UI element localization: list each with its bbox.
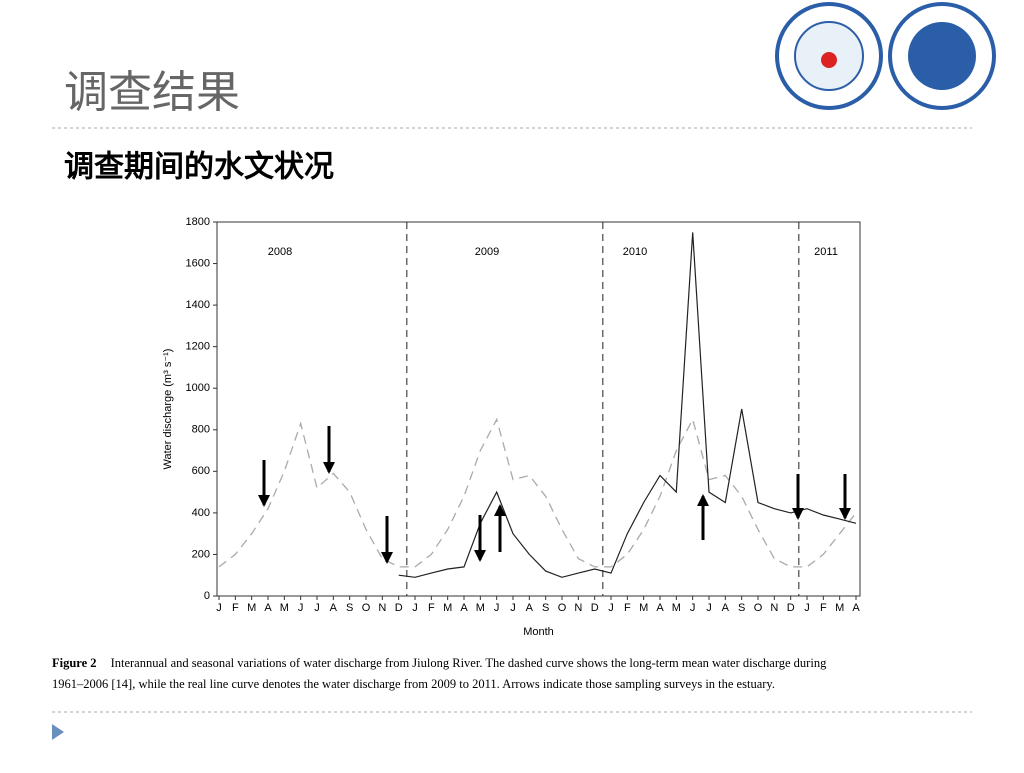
bullet xyxy=(52,724,64,740)
y-tick-label: 0 xyxy=(204,590,210,602)
year-label: 2010 xyxy=(623,246,647,258)
x-tick-label: A xyxy=(330,602,338,614)
y-axis-label: Water discharge (m³ s⁻¹) xyxy=(162,349,174,470)
survey-arrow-head xyxy=(839,508,851,520)
x-tick-label: F xyxy=(624,602,631,614)
y-tick-label: 1800 xyxy=(186,216,210,228)
x-tick-label: M xyxy=(280,602,289,614)
caption-text: Interannual and seasonal variations of w… xyxy=(111,656,828,670)
x-tick-label: A xyxy=(526,602,534,614)
slide-subtitle: 调查期间的水文状况 xyxy=(64,150,334,185)
x-tick-label: N xyxy=(770,602,778,614)
plot-frame xyxy=(216,221,861,597)
x-tick-label: M xyxy=(247,602,256,614)
x-tick-label: O xyxy=(362,602,371,614)
y-tick-label: 1600 xyxy=(186,257,210,269)
survey-arrow-head xyxy=(323,462,335,474)
x-tick-label: J xyxy=(216,602,222,614)
year-label: 2008 xyxy=(268,246,292,258)
x-tick-label: M xyxy=(476,602,485,614)
x-tick-label: A xyxy=(656,602,664,614)
survey-arrow-head xyxy=(697,494,709,506)
x-tick-label: J xyxy=(608,602,614,614)
caption-text: 1961–2006 [14], while the real line curv… xyxy=(52,677,775,691)
x-tick-label: D xyxy=(787,602,795,614)
x-tick-label: D xyxy=(395,602,403,614)
x-tick-label: A xyxy=(722,602,730,614)
survey-arrow-head xyxy=(792,508,804,520)
x-tick-label: S xyxy=(542,602,549,614)
survey-arrow-head xyxy=(381,552,393,564)
x-tick-label: J xyxy=(298,602,304,614)
y-tick-label: 1000 xyxy=(186,382,210,394)
x-tick-label: J xyxy=(706,602,712,614)
x-tick-label: J xyxy=(494,602,500,614)
x-tick-label: O xyxy=(558,602,567,614)
x-tick-label: J xyxy=(412,602,418,614)
x-tick-label: N xyxy=(574,602,582,614)
y-tick-label: 800 xyxy=(192,424,210,436)
y-tick-label: 400 xyxy=(192,507,210,519)
x-tick-label: S xyxy=(346,602,353,614)
survey-arrow-head xyxy=(474,550,486,562)
slide-title: 调查结果 xyxy=(64,67,240,118)
x-tick-label: J xyxy=(314,602,320,614)
caption: Figure 2 Interannual and seasonal variati… xyxy=(52,656,827,670)
x-tick-label: S xyxy=(738,602,745,614)
series-line xyxy=(398,232,857,578)
x-tick-label: N xyxy=(378,602,386,614)
x-tick-label: F xyxy=(820,602,827,614)
x-tick-label: A xyxy=(264,602,272,614)
y-tick-label: 600 xyxy=(192,465,210,477)
x-tick-label: M xyxy=(443,602,452,614)
series-line xyxy=(218,417,857,568)
x-tick-label: J xyxy=(510,602,516,614)
x-tick-label: A xyxy=(852,602,860,614)
x-tick-label: A xyxy=(460,602,468,614)
x-tick-label: D xyxy=(591,602,599,614)
x-tick-label: M xyxy=(835,602,844,614)
year-label: 2009 xyxy=(475,246,499,258)
y-tick-label: 1200 xyxy=(186,341,210,353)
y-tick-label: 1400 xyxy=(186,299,210,311)
x-tick-label: F xyxy=(428,602,435,614)
x-tick-label: J xyxy=(804,602,810,614)
x-tick-label: M xyxy=(672,602,681,614)
logo xyxy=(821,52,837,68)
x-axis-label: Month xyxy=(523,626,554,638)
logo xyxy=(908,22,976,90)
year-label: 2011 xyxy=(814,246,838,258)
survey-arrow-head xyxy=(258,495,270,507)
caption-label: Figure 2 xyxy=(52,656,97,670)
x-tick-label: O xyxy=(754,602,763,614)
x-tick-label: M xyxy=(639,602,648,614)
x-tick-label: J xyxy=(690,602,696,614)
y-tick-label: 200 xyxy=(192,548,210,560)
x-tick-label: F xyxy=(232,602,239,614)
survey-arrow-head xyxy=(494,504,506,516)
